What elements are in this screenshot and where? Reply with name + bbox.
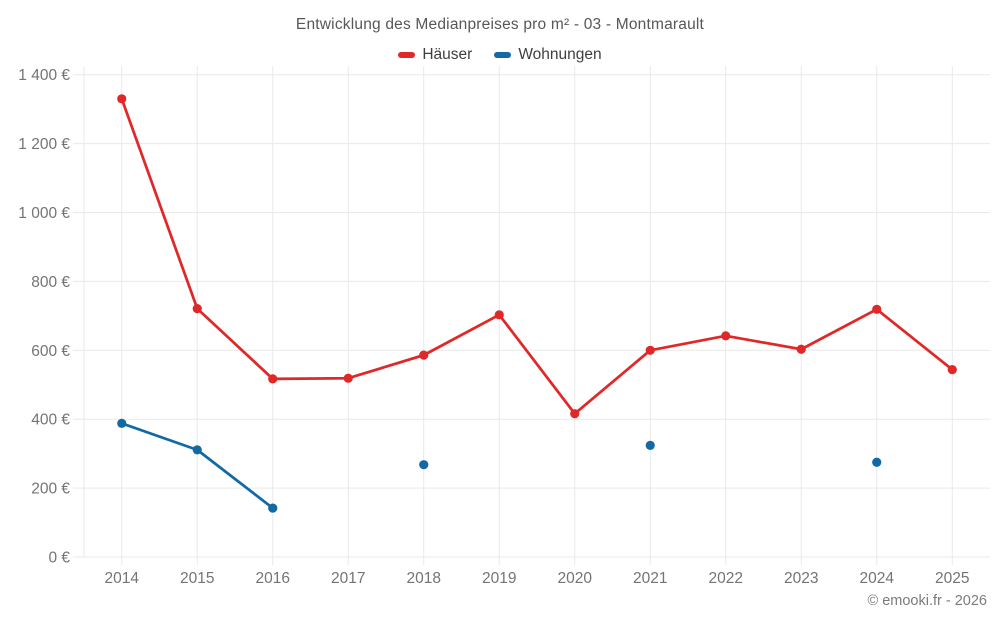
data-point[interactable]: [117, 418, 127, 428]
legend-item-wohnungen[interactable]: Wohnungen: [494, 46, 602, 64]
data-point[interactable]: [343, 373, 353, 383]
y-tick-label: 1 200 €: [18, 136, 70, 153]
chart-title: Entwicklung des Medianpreises pro m² - 0…: [295, 16, 705, 33]
x-tick-label: 2017: [331, 570, 365, 587]
y-tick-label: 1 000 €: [18, 205, 70, 222]
x-tick-label: 2016: [256, 570, 290, 587]
data-point[interactable]: [192, 445, 202, 455]
data-point[interactable]: [796, 344, 806, 354]
data-point[interactable]: [419, 460, 429, 470]
x-tick-label: 2021: [633, 570, 667, 587]
data-point[interactable]: [645, 440, 655, 450]
wohnungen-legend-marker: [494, 52, 512, 58]
series-line: [120, 97, 954, 416]
x-tick-label: 2020: [558, 570, 593, 587]
x-tick-label: 2014: [105, 570, 140, 587]
data-point[interactable]: [645, 345, 655, 355]
x-tick-label: 2022: [709, 570, 743, 587]
y-tick-label: 800 €: [31, 274, 70, 291]
data-point[interactable]: [872, 304, 882, 314]
data-point[interactable]: [872, 457, 882, 467]
legend: Häuser Wohnungen: [0, 46, 1000, 64]
y-tick-label: 0 €: [48, 550, 70, 567]
data-point[interactable]: [268, 503, 278, 513]
data-point[interactable]: [268, 374, 278, 384]
haeuser-legend-label: Häuser: [422, 46, 473, 63]
data-point[interactable]: [419, 350, 429, 360]
attribution: © emooki.fr - 2026: [867, 593, 987, 609]
x-tick-label: 2018: [407, 570, 441, 587]
data-point[interactable]: [721, 331, 731, 341]
x-tick-label: 2019: [482, 570, 516, 587]
y-tick-label: 400 €: [31, 412, 70, 429]
x-tick-label: 2024: [860, 570, 895, 587]
wohnungen-legend-label: Wohnungen: [518, 46, 602, 63]
x-tick-label: 2015: [180, 570, 214, 587]
data-point[interactable]: [192, 304, 202, 314]
x-tick-label: 2025: [935, 570, 969, 587]
y-tick-label: 200 €: [31, 481, 70, 498]
x-tick-label: 2023: [784, 570, 818, 587]
data-point[interactable]: [494, 310, 504, 320]
data-point[interactable]: [570, 409, 580, 419]
haeuser-legend-marker: [398, 52, 416, 58]
data-point[interactable]: [117, 94, 127, 104]
y-tick-label: 1 400 €: [18, 67, 70, 84]
data-point[interactable]: [947, 364, 957, 375]
legend-item-haeuser[interactable]: Häuser: [398, 46, 472, 64]
y-tick-label: 600 €: [31, 343, 70, 360]
